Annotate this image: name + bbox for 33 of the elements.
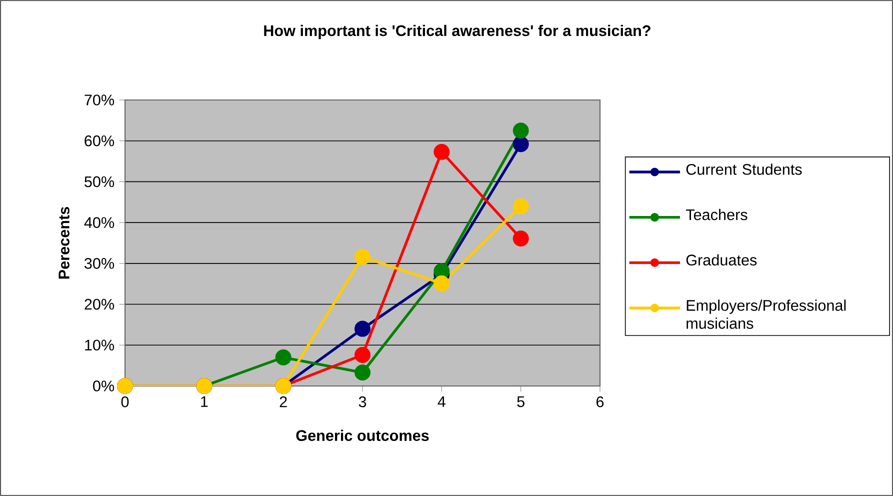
y-axis-title: Perecents	[58, 206, 70, 279]
point	[434, 275, 450, 292]
x-axis-title: Generic outcomes	[296, 430, 429, 441]
x-tick-label: 2	[280, 396, 287, 408]
x-tick-label: 3	[358, 396, 366, 408]
point	[512, 122, 529, 139]
legend-label: Current Students	[686, 164, 802, 175]
point	[354, 320, 371, 337]
point	[354, 346, 371, 363]
y-tick-label: 10%	[85, 340, 114, 351]
x-tick-label: 0	[121, 396, 129, 408]
x-tick-label: 5	[517, 396, 524, 408]
point	[512, 136, 529, 152]
point	[434, 144, 450, 160]
x-tick-label: 4	[438, 396, 446, 407]
legend-label: Teachers	[686, 208, 748, 220]
y-tick-label: 40%	[84, 217, 114, 228]
y-tick-label: 20%	[84, 298, 114, 310]
point	[354, 248, 371, 265]
point	[354, 364, 371, 381]
y-tick-label: 50%	[84, 176, 114, 188]
point	[275, 349, 292, 366]
chart-title: How important is 'Critical awareness' for a musician?	[264, 24, 650, 40]
x-tick-label: 6	[596, 396, 604, 408]
point	[512, 198, 529, 214]
y-tick-label: 0%	[93, 380, 114, 392]
x-tick-label: 1	[201, 396, 208, 407]
y-tick-label: 60%	[84, 135, 114, 146]
legend-label: Employers/Professional musicians	[686, 300, 846, 329]
y-tick-label: 30%	[84, 258, 114, 269]
legend-label: Graduates	[686, 254, 757, 266]
y-tick-label: 70%	[84, 94, 114, 106]
point	[512, 230, 529, 246]
